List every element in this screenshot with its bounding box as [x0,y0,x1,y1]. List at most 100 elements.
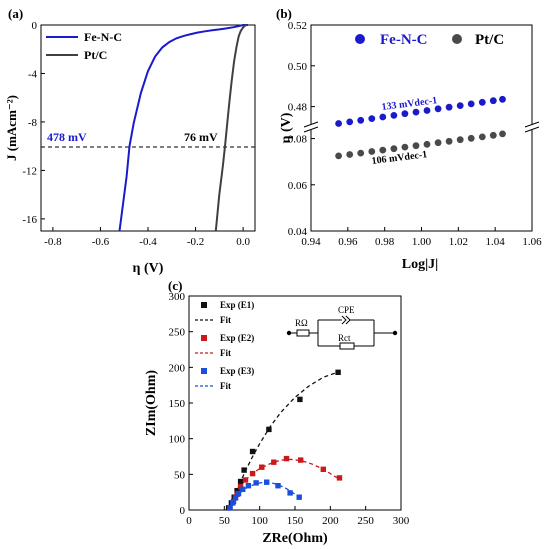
panel-b-axes: 0.94 0.96 0.98 1.00 1.02 1.04 1.06 0.48 0.50 0.52… [288,20,542,248]
a-xtick-label: -0.4 [139,236,157,248]
c-xtick-label: 50 [219,515,231,527]
panel-a-label: (a) [8,6,23,21]
eis-point [230,500,236,506]
tafel-point [357,149,365,157]
eis-point [297,396,303,403]
eis-point [240,486,246,492]
b-xtick-label: 1.02 [449,236,468,248]
eis-point [283,455,290,462]
b-ytick-label: 0.08 [288,134,308,146]
tafel-point [412,108,420,116]
panel-c-impedance-points [225,369,343,511]
panel-a-axes: -0.8 -0.6 -0.4 -0.2 0.0 0 -4 -8 -12 -16 [22,20,250,248]
panel-c-ylabel: ZIm(Ohm) [144,370,159,436]
tafel-point [456,136,464,144]
eis-point [249,470,256,477]
tafel-point [346,118,354,126]
a-ytick-label: -12 [22,165,37,177]
tafel-point [412,142,420,150]
c-xtick-label: 300 [393,515,410,527]
eis-point [298,457,304,463]
c-ytick-label: 0 [180,505,186,517]
tafel-point [390,112,398,119]
tafel-point [379,146,387,154]
a-xtick-label: -0.6 [92,236,110,248]
annotation-478mv: 478 mV [47,130,87,144]
tafel-point [401,143,409,151]
legend-label-exp: Exp (E3) [220,366,254,376]
pt-c-tafel-points [335,130,506,160]
b-ytick-label: 0.04 [288,226,308,238]
eis-point [335,369,341,375]
tafel-point [499,130,506,138]
eis-point [245,483,252,489]
panel-b-label: (b) [276,6,292,21]
eis-point [259,464,265,470]
tafel-point [368,115,376,122]
tafel-point [346,151,354,158]
legend-label-exp: Exp (E2) [220,333,254,343]
tafel-point [445,137,453,145]
panel-c-legend: Exp (E1) Fit Exp (E2) Fit Exp (E3) Fit [195,300,254,391]
a-ytick-label: -4 [28,68,38,80]
equivalent-circuit-diagram [286,315,398,350]
a-xtick-label: -0.8 [44,236,62,248]
legend-marker-fe-n-c-b [355,34,365,44]
b-xtick-label: 0.98 [375,236,395,248]
b-xtick-label: 1.04 [486,236,506,248]
c-xtick-label: 250 [357,515,374,527]
legend-label-fit: Fit [220,381,231,391]
c-ytick-label: 300 [169,291,186,303]
eis-point [271,459,277,465]
tafel-point [467,134,475,142]
tafel-point [335,120,342,127]
legend-label-exp: Exp (E1) [220,300,254,310]
c-xtick-label: 150 [287,515,304,527]
tafel-point [478,133,486,141]
tafel-point [499,95,506,103]
eis-point [336,475,343,481]
legend-label-pt-c: Pt/C [84,48,107,62]
tafel-point [434,139,442,147]
tafel-point [357,116,365,124]
legend-label-fe-n-c: Fe-N-C [84,30,122,44]
tafel-point [489,97,497,105]
eis-point [320,466,326,472]
tafel-point [390,145,398,153]
legend-label-fit: Fit [220,348,231,358]
eis-point [242,477,249,483]
legend-marker [201,302,207,308]
eis-fit-curve [227,371,338,511]
panel-c-label: (c) [168,278,182,293]
a-xtick-label: 0.0 [236,236,250,248]
panel-a-ylabel: J (mAcm⁻²) [4,95,19,161]
tafel-point [478,98,486,106]
eis-point [237,478,244,485]
b-xtick-label: 1.00 [412,236,432,248]
c-xtick-label: 200 [322,515,339,527]
c-ytick-label: 250 [169,327,186,339]
eis-point [249,448,256,455]
c-xtick-label: 100 [251,515,268,527]
tafel-point [401,110,409,118]
eis-point [232,495,239,501]
a-ytick-label: -8 [28,117,38,129]
a-ytick-label: -16 [22,214,37,226]
tafel-point [456,102,464,109]
tafel-point [423,140,431,148]
legend-marker-pt-c-b [452,34,462,44]
circuit-label-r-ohm: RΩ [295,318,308,328]
fe-n-c-tafel-points [335,95,506,127]
b-ytick-label: 0.06 [288,180,308,192]
eis-point [275,483,281,489]
legend-label-pt-c-b: Pt/C [475,32,504,48]
c-ytick-label: 100 [169,434,186,446]
panel-c-axes: 0 50 100 150 200 250 300 0 50 100 150 200 250 300 [169,291,410,527]
eis-point [253,480,259,486]
eis-point [296,494,302,500]
c-xtick-label: 0 [186,515,192,527]
b-xtick-label: 1.06 [522,236,542,248]
panel-b-xlabel: Log|J| [402,257,439,272]
tafel-point [434,105,442,113]
legend-label-fe-n-c-b: Fe-N-C [380,32,427,48]
